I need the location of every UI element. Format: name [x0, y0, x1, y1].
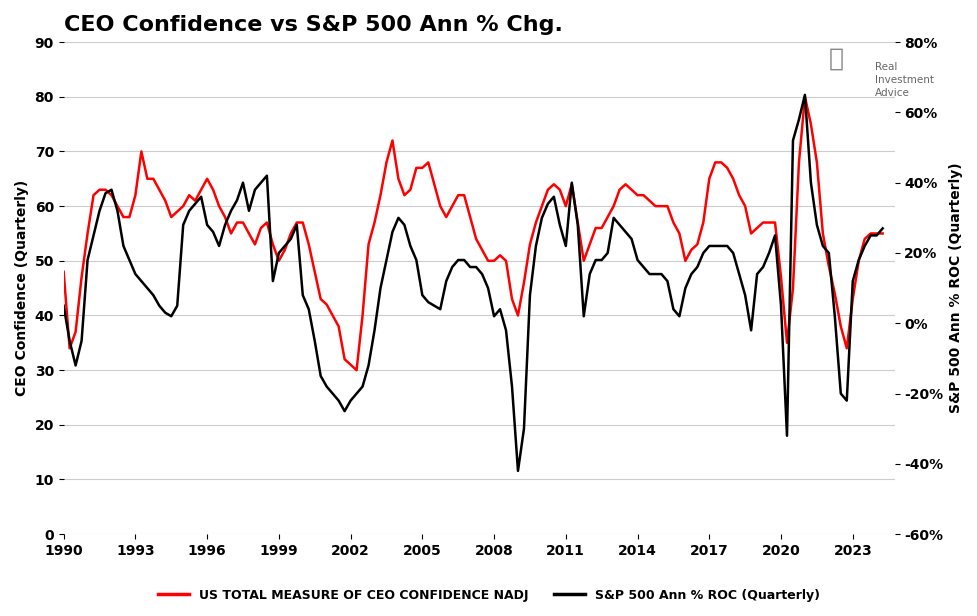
- Text: 🦅: 🦅: [828, 46, 843, 70]
- Y-axis label: CEO Confidence (Quarterly): CEO Confidence (Quarterly): [15, 180, 29, 396]
- Y-axis label: S&P 500 Ann % ROC (Quarterly): S&P 500 Ann % ROC (Quarterly): [948, 163, 962, 413]
- Legend: US TOTAL MEASURE OF CEO CONFIDENCE NADJ, S&P 500 Ann % ROC (Quarterly): US TOTAL MEASURE OF CEO CONFIDENCE NADJ,…: [152, 584, 825, 607]
- Text: Real
Investment
Advice: Real Investment Advice: [874, 62, 933, 98]
- Text: CEO Confidence vs S&P 500 Ann % Chg.: CEO Confidence vs S&P 500 Ann % Chg.: [64, 15, 562, 35]
